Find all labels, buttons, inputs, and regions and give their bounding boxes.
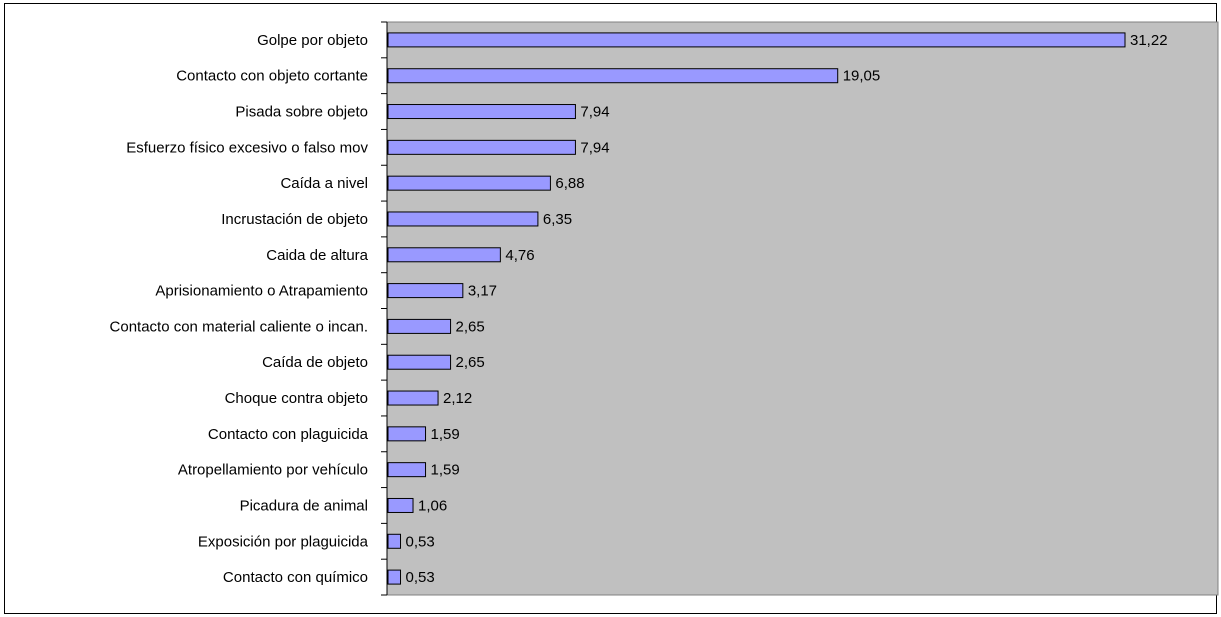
bar [387,104,576,120]
bar [387,139,576,155]
bar [387,569,402,585]
bar [387,533,402,549]
bar [387,283,464,299]
category-label: Caída de objeto [262,354,368,371]
category-label: Esfuerzo físico excesivo o falso mov [126,139,368,156]
bar [387,32,1126,48]
bar [387,211,539,227]
category-label: Golpe por objeto [257,32,368,49]
value-label: 7,94 [580,139,609,156]
value-label: 2,65 [456,354,485,371]
value-label: 31,22 [1130,32,1168,49]
value-label: 7,94 [580,104,609,121]
value-label: 0,53 [406,569,435,586]
bar [387,247,501,263]
bar [387,354,452,370]
category-labels: Golpe por objeto Contacto con objeto cort… [110,32,369,586]
bar [387,462,427,478]
value-label: 4,76 [505,247,534,264]
bar [387,318,452,334]
category-label: Atropellamiento por vehículo [178,462,368,479]
y-axis-ticks [381,21,387,596]
value-label: 6,88 [555,175,584,192]
value-label: 2,65 [456,318,485,335]
category-label: Pisada sobre objeto [235,104,368,121]
bar [387,426,427,442]
value-label: 19,05 [843,68,881,85]
value-label: 2,12 [443,390,472,407]
bar [387,175,551,191]
category-label: Exposición por plaguicida [198,533,369,550]
bar [387,497,414,513]
bar [387,390,439,406]
category-label: Contacto con plaguicida [208,426,369,443]
value-labels: 31,22 19,05 7,94 7,94 6,88 6,35 4,76 3,17 2,65 2,… [406,32,1168,586]
category-label: Caida de altura [266,247,368,264]
category-label: Choque contra objeto [225,390,368,407]
category-label: Aprisionamiento o Atrapamiento [155,283,368,300]
category-label: Caída a nivel [280,175,368,192]
value-label: 1,06 [418,497,447,514]
category-label: Contacto con material caliente o incan. [110,318,368,335]
category-label: Incrustación de objeto [221,211,368,228]
value-label: 1,59 [431,426,460,443]
bars [387,32,1126,585]
bar [387,68,839,84]
value-label: 1,59 [431,462,460,479]
category-label: Picadura de animal [240,497,368,514]
value-label: 3,17 [468,283,497,300]
value-label: 6,35 [543,211,572,228]
category-label: Contacto con químico [223,569,368,586]
category-label: Contacto con objeto cortante [176,68,368,85]
value-label: 0,53 [406,533,435,550]
